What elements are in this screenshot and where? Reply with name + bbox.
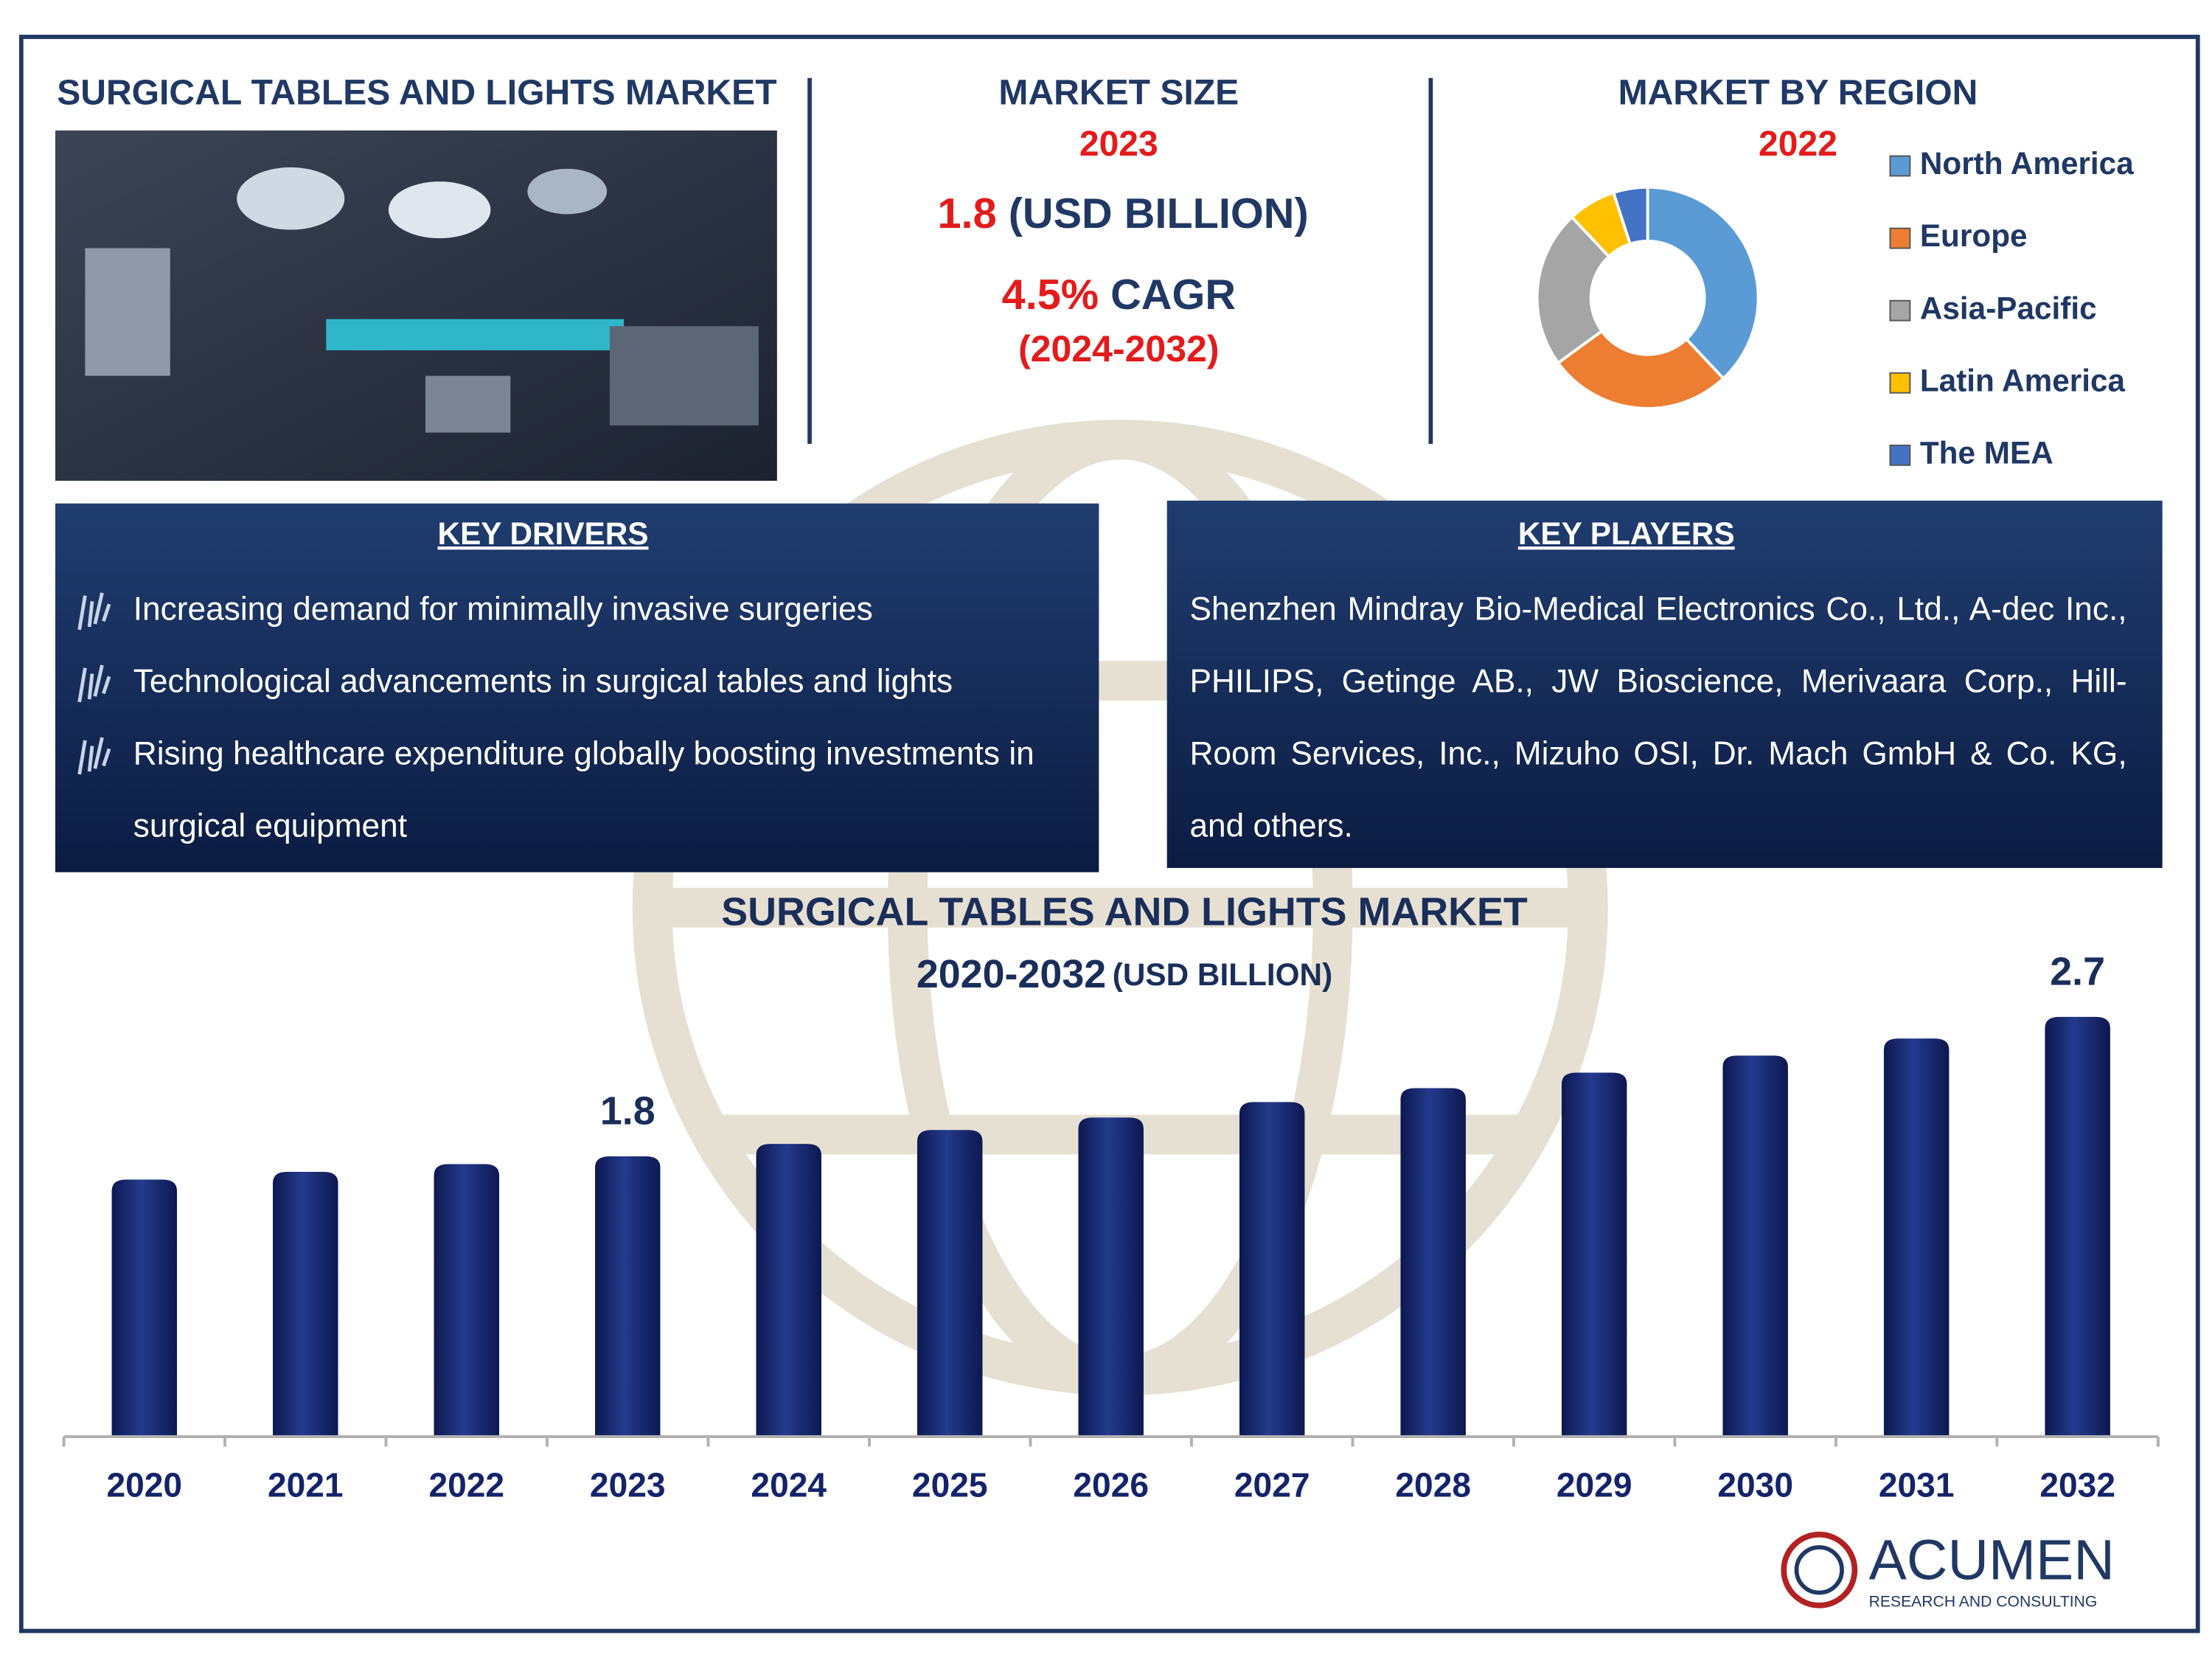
players-box xyxy=(1166,500,2163,868)
drivers-box xyxy=(55,503,1099,872)
cagr: 4.5% CAGR xyxy=(1002,271,1236,319)
bar xyxy=(273,1171,338,1436)
pie-title: MARKET BY REGION xyxy=(1618,73,1978,113)
x-tick-label: 2030 xyxy=(1717,1465,1793,1504)
bar xyxy=(1239,1102,1305,1436)
logo: ACUMEN RESEARCH AND CONSULTING xyxy=(1781,1528,2115,1611)
x-tick-label: 2032 xyxy=(2039,1465,2115,1504)
x-tick-label: 2021 xyxy=(268,1465,344,1504)
bar xyxy=(595,1156,661,1436)
bar xyxy=(1400,1088,1466,1436)
driver-item: Technological advancements in surgical t… xyxy=(71,645,1085,718)
unit: (USD BILLION) xyxy=(1009,190,1309,237)
driver-icon xyxy=(77,664,111,703)
driver-text: Increasing demand for minimally invasive… xyxy=(133,590,873,627)
pie-subtitle: 2022 xyxy=(1759,124,1837,164)
cagr-label: CAGR xyxy=(1110,271,1236,319)
bar xyxy=(111,1179,178,1436)
bar xyxy=(1078,1117,1144,1436)
market-size-heading: MARKET SIZE xyxy=(998,73,1239,113)
bar xyxy=(1561,1072,1627,1436)
x-tick-label: 2020 xyxy=(106,1465,182,1504)
drivers-heading: KEY DRIVERS xyxy=(438,516,649,551)
cagr-value: 4.5% xyxy=(1002,271,1099,319)
legend-swatch xyxy=(1889,372,1911,394)
legend-swatch xyxy=(1889,155,1911,177)
legend-label: Latin America xyxy=(1920,363,2126,397)
legend-swatch xyxy=(1889,444,1911,466)
x-tick-label: 2028 xyxy=(1395,1465,1471,1504)
bar xyxy=(1722,1055,1788,1436)
logo-name: ACUMEN xyxy=(1869,1528,2115,1591)
bar-chart-subtitle: 2020-2032 (USD BILLION) xyxy=(917,952,1332,996)
x-tick-label: 2022 xyxy=(428,1465,504,1504)
legend-label: North America xyxy=(1920,146,2134,181)
pie-slice xyxy=(1646,185,1760,381)
bar xyxy=(2045,1016,2110,1436)
list: Increasing demand for minimally invasive… xyxy=(71,573,1085,862)
driver-icon xyxy=(77,737,111,775)
bar-chart-title: SURGICAL TABLES AND LIGHTS MARKET xyxy=(721,890,1528,934)
bar xyxy=(756,1144,821,1436)
x-tick-label: 2023 xyxy=(590,1465,666,1504)
pie-slice xyxy=(1535,215,1611,365)
driver-text: Rising healthcare expenditure globally b… xyxy=(133,735,1034,844)
value: 1.8 xyxy=(937,190,996,237)
legend-swatch xyxy=(1889,299,1911,322)
photo xyxy=(55,130,777,481)
legend-label: Europe xyxy=(1920,218,2028,253)
driver-item: Rising healthcare expenditure globally b… xyxy=(71,718,1085,862)
x-tick-label: 2029 xyxy=(1557,1465,1632,1504)
x-tick-label: 2026 xyxy=(1073,1465,1149,1504)
legend-swatch xyxy=(1889,227,1911,249)
main-title: SURGICAL TABLES AND LIGHTS MARKET xyxy=(57,73,776,113)
drivers-list: Increasing demand for minimally invasive… xyxy=(71,573,1085,862)
players-text-area: Shenzhen Mindray Bio-Medical Electronics… xyxy=(1189,590,2127,844)
value-label: 2.7 xyxy=(2050,949,2105,993)
driver-item: Increasing demand for minimally invasive… xyxy=(71,573,1085,645)
driver-icon xyxy=(77,592,111,631)
value-label: 1.8 xyxy=(600,1089,655,1133)
x-tick-label: 2024 xyxy=(751,1465,827,1504)
subtitle-unit: (USD BILLION) xyxy=(1113,957,1332,992)
x-tick-label: 2025 xyxy=(912,1465,988,1504)
logo-tagline: RESEARCH AND CONSULTING xyxy=(1869,1594,2098,1611)
x-tick-label: 2027 xyxy=(1234,1465,1310,1504)
cagr-period: (2024-2032) xyxy=(1018,328,1219,369)
frame xyxy=(18,35,2200,1634)
pie-slice xyxy=(1611,185,1649,246)
bar xyxy=(434,1164,499,1436)
bar xyxy=(917,1130,983,1436)
pie-slice xyxy=(1556,329,1726,410)
players-text: Shenzhen Mindray Bio-Medical Electronics… xyxy=(1189,590,2127,844)
x-tick-label: 2031 xyxy=(1879,1465,1955,1504)
subtitle-years: 2020-2032 xyxy=(917,952,1106,996)
legend-label: Asia-Pacific xyxy=(1920,291,2097,325)
legend-label: The MEA xyxy=(1920,435,2053,470)
driver-text: Technological advancements in surgical t… xyxy=(133,662,953,700)
bar xyxy=(1883,1038,1950,1436)
market-size-value: 1.8 (USD BILLION) xyxy=(937,190,1308,237)
players-heading: KEY PLAYERS xyxy=(1518,516,1735,551)
market-size-year: 2023 xyxy=(1079,124,1158,164)
drivers-list-area: Increasing demand for minimally invasive… xyxy=(71,573,1085,862)
